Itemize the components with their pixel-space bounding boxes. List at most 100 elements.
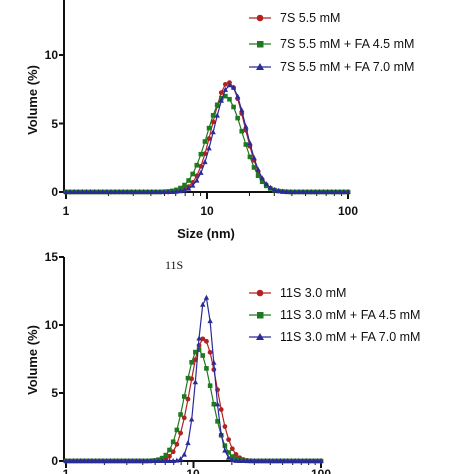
data-point-s0-31: [178, 430, 183, 436]
data-point-s2-35: [192, 379, 199, 385]
data-point-s0-39: [207, 349, 213, 355]
data-point-s1-46: [251, 165, 257, 170]
data-point-s2-27: [163, 458, 169, 463]
data-point-s1-39: [223, 93, 228, 99]
data-point-s1-31: [178, 412, 183, 417]
data-point-s0-34: [202, 151, 208, 157]
data-point-s2-43: [222, 447, 228, 453]
data-point-s2-68: [314, 458, 321, 463]
data-point-s2-53: [259, 458, 265, 463]
data-point-s2-6: [85, 458, 91, 463]
y-tick-label-0: 0: [51, 454, 58, 468]
data-point-s2-31: [177, 456, 184, 462]
data-point-s2-27: [173, 188, 180, 194]
data-point-s2-58: [300, 189, 306, 194]
data-point-s2-44: [243, 123, 249, 129]
data-point-s2-55: [266, 458, 272, 463]
data-point-s0-42: [218, 407, 224, 412]
data-point-s1-30: [186, 178, 191, 183]
data-point-s1-29: [170, 439, 176, 445]
data-point-s1-45: [247, 154, 253, 160]
data-point-s2-33: [185, 440, 191, 446]
data-point-s2-25: [165, 189, 171, 194]
data-point-s2-31: [189, 182, 196, 188]
data-point-s2-43: [239, 107, 245, 113]
data-point-s0-45: [229, 446, 235, 452]
data-point-s1-34: [202, 139, 208, 144]
y-tick-label-10: 10: [45, 48, 59, 62]
data-point-s2-62: [316, 189, 323, 194]
data-point-s2-26: [169, 189, 175, 194]
data-point-s2-69: [318, 458, 324, 463]
series-line-2: [66, 295, 321, 462]
data-point-s2-1: [66, 458, 73, 463]
data-point-s2-61: [312, 189, 319, 194]
data-point-s0-34: [189, 376, 195, 382]
data-point-s2-39: [207, 318, 213, 324]
legend-marker-2: [256, 63, 264, 70]
data-point-s2-32: [181, 451, 187, 457]
data-point-s2-15: [118, 458, 125, 463]
legend-marker-0: [256, 14, 264, 22]
data-point-s2-54: [262, 458, 269, 463]
data-point-s0-32: [194, 173, 200, 179]
data-point-s2-6: [87, 189, 94, 194]
data-point-s1-33: [198, 151, 204, 157]
x-tick-label-1: 1: [63, 467, 70, 474]
data-point-s2-8: [95, 189, 102, 194]
data-point-s1-32: [194, 162, 200, 168]
data-point-s1-48: [259, 179, 265, 185]
data-point-s2-8: [92, 458, 99, 463]
x-tick-label-100: 100: [311, 467, 331, 474]
data-point-s2-7: [91, 189, 98, 194]
data-point-s2-53: [279, 188, 286, 194]
data-point-s2-22: [144, 458, 151, 463]
data-point-s2-40: [226, 82, 233, 88]
data-point-s2-30: [174, 457, 180, 463]
data-point-s2-57: [273, 458, 280, 463]
data-point-s0-44: [226, 437, 232, 443]
data-point-s0-43: [222, 424, 228, 429]
data-point-s2-51: [271, 186, 278, 192]
data-point-s2-34: [188, 416, 195, 422]
data-point-s2-59: [304, 189, 310, 194]
data-point-s2-4: [79, 189, 86, 194]
data-point-s1-28: [167, 447, 172, 453]
data-point-s0-33: [185, 396, 191, 402]
data-point-s2-38: [218, 97, 225, 103]
data-point-s2-45: [229, 457, 236, 463]
data-point-s2-56: [292, 189, 298, 194]
data-point-s2-62: [292, 458, 298, 463]
data-point-s2-23: [157, 189, 163, 194]
y-axis-title: Volume (%): [25, 325, 40, 395]
data-point-s2-54: [283, 188, 290, 194]
data-point-s2-24: [151, 458, 158, 463]
data-point-s1-35: [193, 349, 198, 355]
data-point-s2-65: [303, 458, 309, 463]
data-point-s2-20: [145, 189, 151, 194]
data-point-s0-38: [204, 338, 209, 344]
data-point-s2-61: [288, 458, 295, 463]
data-point-s2-35: [206, 145, 212, 151]
data-point-s1-44: [226, 450, 231, 455]
data-point-s2-36: [210, 129, 216, 135]
panel-annotation: 11S: [165, 258, 183, 272]
data-point-s2-44: [225, 454, 232, 460]
data-point-s2-49: [244, 458, 250, 463]
data-point-s1-42: [235, 115, 240, 121]
series-layer: [63, 294, 324, 464]
data-point-s2-59: [281, 458, 287, 463]
data-point-s2-24: [161, 189, 167, 194]
data-point-s1-36: [210, 113, 216, 118]
data-point-s2-21: [140, 458, 147, 463]
data-point-s2-60: [285, 458, 291, 463]
y-tick-label-10: 10: [45, 318, 59, 332]
data-point-s2-30: [185, 185, 192, 191]
legend: 7S 5.5 mM 7S 5.5 mM + FA 4.5 mM 7S 5.5 m…: [249, 11, 414, 74]
data-point-s2-51: [251, 458, 258, 463]
data-point-s2-58: [277, 458, 284, 463]
x-tick-label-10: 10: [186, 467, 200, 474]
data-point-s2-15: [124, 189, 131, 194]
data-point-s2-48: [259, 175, 265, 181]
data-point-s2-64: [299, 458, 306, 463]
